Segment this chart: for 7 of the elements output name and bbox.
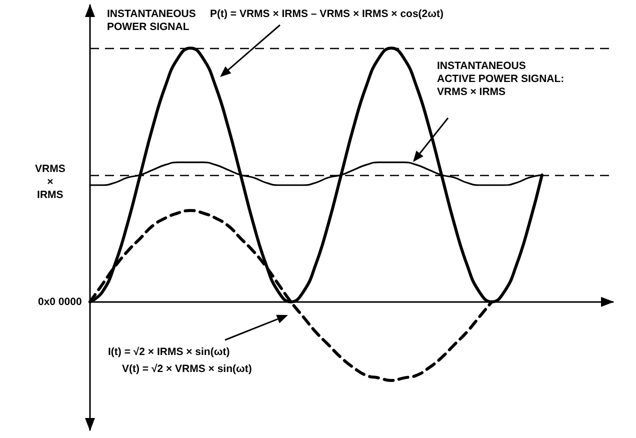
text: 0x0 0000 [38, 296, 82, 309]
text: P(t) = VRMS × IRMS – VRMS × IRMS × cos(2ωt) [210, 8, 444, 21]
ref-line-label: VRMS × IRMS [35, 163, 66, 202]
annotation: I(t) = √2 × IRMS × sin(ωt) [108, 346, 230, 359]
text: INSTANTANEOUS POWER SIGNAL [107, 8, 196, 34]
annotation: V(t) = √2 × VRMS × sin(ωt) [122, 363, 252, 376]
annotation: INSTANTANEOUS ACTIVE POWER SIGNAL: VRMS × IRMS [437, 60, 564, 99]
